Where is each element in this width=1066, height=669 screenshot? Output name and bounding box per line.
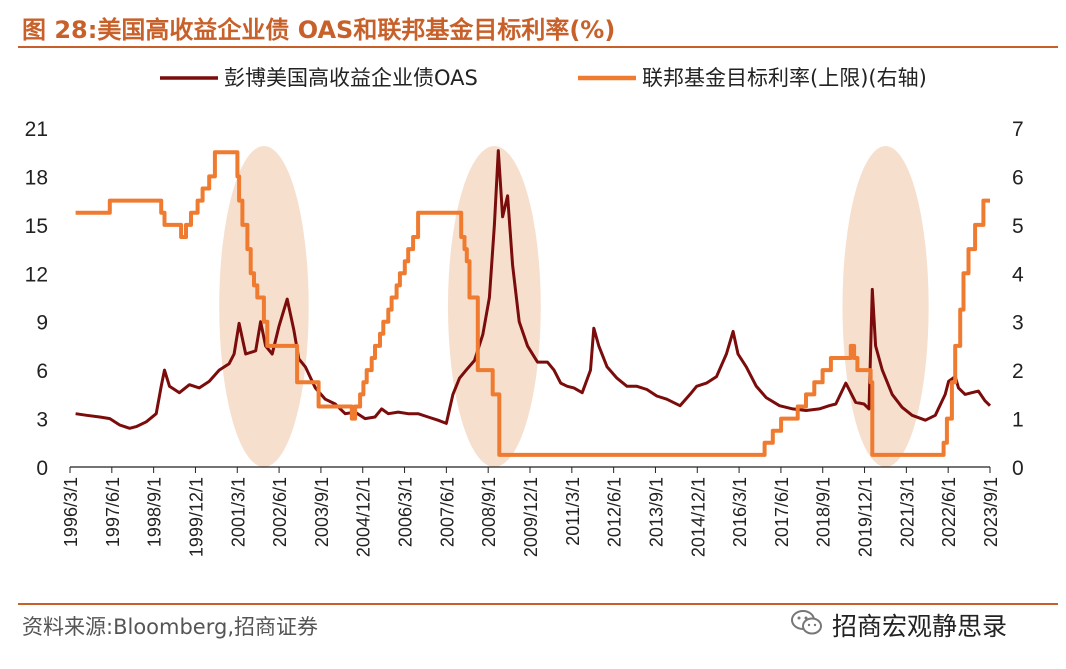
x-tick-label: 2011/3/1 [563,477,583,546]
x-tick-label: 2022/6/1 [939,477,959,547]
wechat-icon [790,608,824,642]
x-tick-label: 2018/9/1 [814,477,834,547]
x-tick-label: 2014/12/1 [688,477,708,557]
series-layer [75,149,992,457]
x-tick-label: 2006/3/1 [396,477,416,547]
highlight-period-3 [842,146,929,467]
y-right-tick-label: 3 [1012,312,1024,335]
brand-mark: 招商宏观静思录 [790,607,1007,643]
x-tick-label: 2019/12/1 [856,477,876,557]
source-note: 资料来源:Bloomberg,招商证券 [22,615,318,639]
legend: 彭博美国高收益企业债OAS 联邦基金目标利率(上限)(右轴) [160,66,927,90]
y-left-tick-label: 15 [25,215,48,238]
x-tick-label: 2021/3/1 [897,477,917,547]
x-tick-label: 2007/6/1 [437,477,457,547]
x-tick-label: 1996/3/1 [61,477,81,547]
x-tick-label: 2017/6/1 [772,477,792,547]
highlight-period-2 [447,146,541,467]
y-left-tick-label: 3 [36,409,48,432]
x-tick-label: 2004/12/1 [354,477,374,557]
title-divider [18,46,1058,48]
y-right-tick-label: 4 [1012,263,1024,286]
footer-divider [18,603,1058,605]
oas-series-line [75,149,992,430]
y-left-tick-label: 12 [25,263,48,286]
y-right-tick-label: 1 [1012,409,1024,432]
y-right-tick-label: 5 [1012,215,1024,238]
highlight-layer [219,146,929,467]
x-tick-label: 2009/12/1 [521,477,541,557]
x-tick-label: 2023/9/1 [981,477,1001,547]
y-right-tick-label: 7 [1012,118,1024,141]
ffr-series-line [75,150,990,457]
x-tick-label: 2016/3/1 [730,477,750,547]
x-tick-label: 1998/9/1 [145,477,165,547]
chart-title: 图 28:美国高收益企业债 OAS和联邦基金目标利率(%) [22,16,616,44]
legend-label: 彭博美国高收益企业债OAS [224,66,478,90]
x-tick-label: 2001/3/1 [228,477,248,547]
brand-name: 招商宏观静思录 [832,612,1008,641]
x-tick-label: 2013/9/1 [646,477,666,547]
x-tick-label: 2012/6/1 [605,477,625,547]
y-right-tick-label: 6 [1012,166,1024,189]
x-tick-label: 2003/9/1 [312,477,332,547]
y-right-tick-label: 2 [1012,360,1024,383]
y-left-tick-label: 9 [36,312,48,335]
y-left-tick-label: 6 [36,360,48,383]
x-tick-label: 2002/6/1 [270,477,290,547]
y-left-tick-label: 0 [36,457,48,480]
legend-label: 联邦基金目标利率(上限)(右轴) [642,66,927,90]
x-tick-label: 2008/9/1 [479,477,499,547]
x-tick-label: 1999/12/1 [186,477,206,557]
y-left-tick-label: 18 [25,166,48,189]
y-left-tick-label: 21 [25,118,48,141]
x-tick-label: 1997/6/1 [103,477,123,547]
y-right-tick-label: 0 [1012,457,1024,480]
